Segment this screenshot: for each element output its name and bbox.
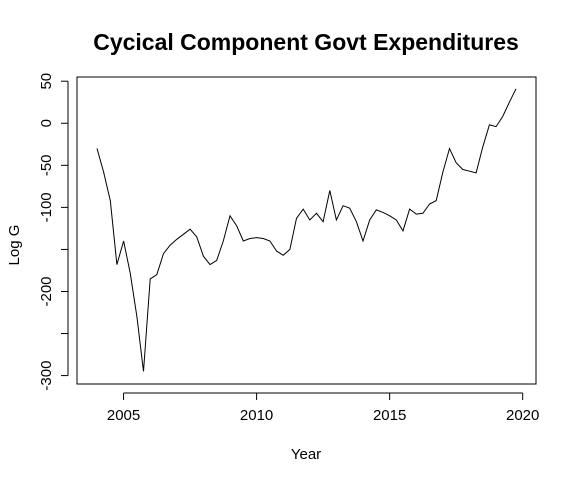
- y-tick-label: -100: [38, 192, 55, 222]
- y-tick-label: -50: [38, 154, 55, 176]
- x-axis-label: Year: [291, 446, 321, 463]
- y-tick-label: -200: [38, 276, 55, 306]
- x-tick-label: 2015: [373, 407, 406, 424]
- y-tick-label: 0: [38, 119, 55, 127]
- series-line: [96, 88, 517, 372]
- x-tick-label: 2010: [240, 407, 273, 424]
- y-tick-label: 50: [38, 73, 55, 90]
- y-tick-label: -300: [38, 361, 55, 391]
- x-tick-label: 2020: [506, 407, 539, 424]
- plot-frame: [76, 76, 537, 385]
- chart-title: Cycical Component Govt Expenditures: [93, 29, 519, 55]
- y-axis: 50 0 -50 -100 -200 -300: [38, 73, 69, 391]
- y-axis-label: Log G: [6, 225, 23, 266]
- x-tick-label: 2005: [107, 407, 140, 424]
- x-axis: 2005 2010 2015 2020: [107, 392, 539, 424]
